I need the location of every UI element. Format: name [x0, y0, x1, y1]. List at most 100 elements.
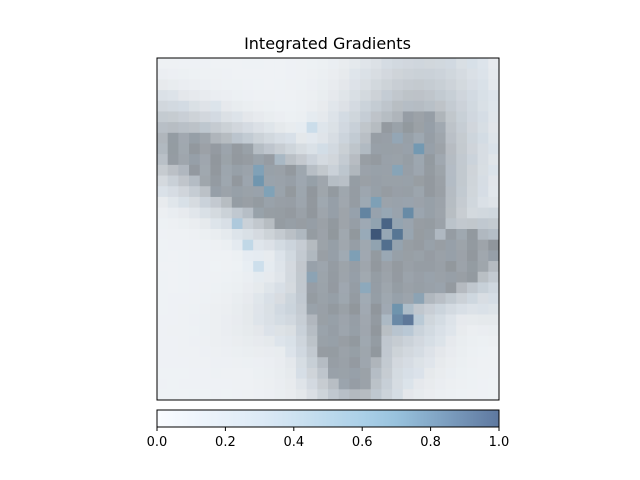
heatmap-cell: [199, 229, 211, 241]
heatmap-cell: [349, 186, 361, 198]
heatmap-cell: [242, 293, 254, 305]
heatmap-cell: [360, 111, 372, 123]
heatmap-cell: [456, 271, 468, 283]
heatmap-cell: [178, 122, 190, 134]
heatmap-cell: [338, 250, 350, 262]
heatmap-cell: [178, 90, 190, 102]
colorbar-tick-label: 0.6: [352, 435, 373, 450]
heatmap-cell: [381, 314, 393, 326]
heatmap-cell: [210, 357, 222, 369]
heatmap-cell: [360, 79, 372, 91]
heatmap-cell: [402, 229, 414, 241]
heatmap-cell: [466, 250, 479, 262]
heatmap-cell: [199, 261, 211, 273]
heatmap-cell: [477, 271, 489, 283]
heatmap-cell: [402, 357, 414, 369]
heatmap-cell: [488, 303, 499, 315]
heatmap-cell: [242, 218, 254, 230]
heatmap-cell: [477, 68, 489, 80]
heatmap-cell: [221, 218, 233, 230]
heatmap-cell: [328, 68, 340, 80]
heatmap-cell: [306, 261, 318, 273]
heatmap-cell: [445, 303, 457, 315]
heatmap-cell: [157, 250, 169, 262]
heatmap-cell: [434, 261, 446, 273]
heatmap-cell: [413, 250, 425, 262]
heatmap-cell: [338, 164, 350, 176]
heatmap-cell: [445, 143, 457, 155]
heatmap-cell: [199, 122, 211, 134]
heatmap-cell: [360, 261, 372, 273]
heatmap-cell: [157, 186, 169, 198]
heatmap-cell: [370, 218, 382, 230]
heatmap-cell: [424, 346, 436, 358]
heatmap-cell: [488, 207, 499, 219]
heatmap-cell: [295, 154, 308, 166]
heatmap-cell: [488, 175, 499, 187]
heatmap-cell: [488, 186, 499, 198]
heatmap-cell: [328, 229, 340, 241]
heatmap-cell: [328, 79, 340, 91]
heatmap-cell: [157, 154, 169, 166]
heatmap-cell: [413, 100, 425, 112]
heatmap-cell: [285, 250, 297, 262]
heatmap-cell: [295, 239, 308, 251]
heatmap-cell: [178, 346, 190, 358]
heatmap-cell: [231, 378, 243, 390]
heatmap-cell: [210, 100, 222, 112]
heatmap-cell: [253, 325, 265, 337]
heatmap-cell: [221, 271, 233, 283]
heatmap-cell: [392, 367, 404, 380]
heatmap-cell: [445, 293, 457, 305]
heatmap-cell: [274, 111, 286, 123]
heatmap-cell: [338, 100, 350, 112]
heatmap-cell: [242, 111, 254, 123]
heatmap-cell: [274, 207, 286, 219]
heatmap-cell: [328, 143, 340, 155]
heatmap-cell: [477, 250, 489, 262]
heatmap-cell: [178, 389, 190, 400]
heatmap-cell: [306, 218, 318, 230]
heatmap-cell: [434, 239, 446, 251]
heatmap-cell: [434, 303, 446, 315]
heatmap-cell: [317, 68, 329, 80]
heatmap-cell: [381, 239, 393, 251]
heatmap-cell: [349, 367, 361, 380]
heatmap-cell: [466, 143, 479, 155]
heatmap-cell: [274, 218, 286, 230]
heatmap-cell: [402, 196, 414, 209]
heatmap-cell: [488, 132, 499, 144]
heatmap-cell: [210, 186, 222, 198]
heatmap-cell: [456, 122, 468, 134]
heatmap-cell: [178, 282, 190, 294]
heatmap-cell: [477, 335, 489, 347]
heatmap-cell: [328, 122, 340, 134]
heatmap-cell: [456, 346, 468, 358]
heatmap-cell: [295, 261, 308, 273]
heatmap-cell: [285, 271, 297, 283]
attribution-heatmap: [157, 58, 499, 400]
heatmap-cell: [392, 90, 404, 102]
heatmap-cell: [253, 282, 265, 294]
heatmap-cell: [360, 143, 372, 155]
heatmap-cell: [242, 357, 254, 369]
heatmap-cell: [274, 303, 286, 315]
heatmap-cell: [402, 90, 414, 102]
heatmap-cell: [328, 271, 340, 283]
heatmap-cell: [402, 261, 414, 273]
heatmap-cell: [231, 357, 243, 369]
heatmap-cell: [221, 250, 233, 262]
heatmap-cell: [328, 346, 340, 358]
heatmap-cell: [370, 335, 382, 347]
heatmap-cell: [306, 132, 318, 144]
heatmap-cell: [189, 378, 201, 390]
heatmap-cell: [328, 90, 340, 102]
heatmap-cell: [424, 58, 436, 70]
heatmap-cell: [402, 58, 414, 70]
heatmap-cell: [167, 335, 179, 347]
heatmap-cell: [488, 250, 499, 262]
heatmap-cell: [328, 325, 340, 337]
heatmap-cell: [456, 325, 468, 337]
heatmap-cell: [488, 79, 499, 91]
heatmap-cell: [178, 68, 190, 80]
